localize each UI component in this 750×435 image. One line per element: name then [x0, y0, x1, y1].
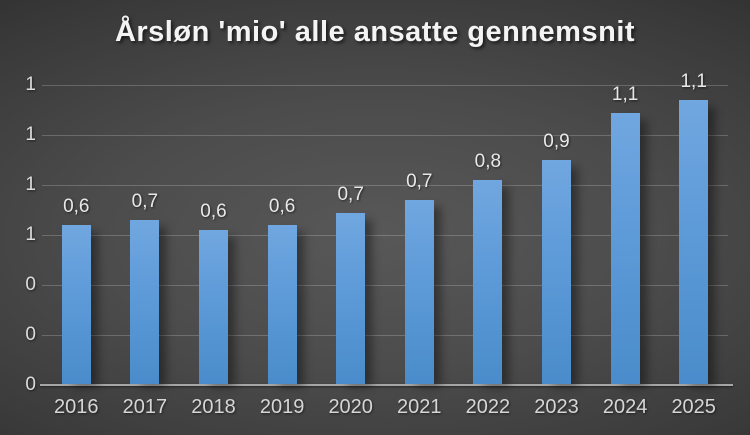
x-axis-label: 2022: [465, 396, 511, 418]
gridline: [42, 285, 728, 286]
bar-value-label: 0,6: [200, 201, 227, 222]
bar-value-label: 0,8: [474, 151, 502, 172]
x-axis-line: [40, 384, 733, 386]
chart-title: Årsløn 'mio' alle ansatte gennemsnit: [114, 16, 636, 48]
bar-2020: [336, 212, 366, 384]
bar-value-label: 1,1: [680, 71, 707, 92]
gridline: [42, 185, 728, 186]
y-axis-tick-label: 0: [25, 324, 36, 345]
y-axis-tick-label: 1: [25, 174, 36, 195]
bar-value-label: 1,1: [611, 83, 639, 105]
bar-value-label: 0,6: [63, 196, 90, 217]
gridline: [42, 85, 728, 86]
x-axis-label: 2025: [671, 396, 716, 418]
bar-value-label: 0,7: [337, 183, 364, 205]
y-axis-tick-label: 0: [25, 274, 36, 295]
gridline: [42, 135, 728, 136]
bar-value-label: 0,7: [406, 171, 433, 192]
x-axis-label: 2016: [54, 396, 99, 418]
x-axis-label: 2020: [328, 396, 373, 418]
bar-2016: [61, 225, 91, 384]
gridline: [42, 235, 728, 236]
bar-2023: [542, 160, 571, 384]
x-axis-label: 2024: [602, 396, 648, 418]
bar-2022: [473, 180, 503, 384]
x-axis-label: 2021: [397, 396, 442, 418]
x-axis-label: 2019: [259, 396, 305, 418]
bar-2019: [267, 225, 297, 384]
y-axis-tick-label: 0: [25, 374, 36, 395]
bar-2018: [199, 230, 228, 384]
gridline: [42, 335, 728, 336]
x-axis-label: 2023: [534, 396, 579, 418]
bar-value-label: 0,6: [268, 196, 296, 217]
bar-2017: [130, 220, 160, 384]
bar-value-label: 0,7: [131, 191, 159, 212]
y-axis-tick-label: 1: [25, 224, 36, 245]
y-axis-tick-label: 1: [25, 124, 36, 145]
x-axis-label: 2017: [122, 396, 168, 418]
bar-2025: [679, 100, 709, 384]
bar-value-label: 0,9: [543, 131, 570, 152]
bar-2021: [404, 200, 434, 384]
y-axis-tick-label: 1: [25, 74, 36, 95]
x-axis-label: 2018: [191, 396, 236, 418]
bar-2024: [610, 112, 640, 384]
